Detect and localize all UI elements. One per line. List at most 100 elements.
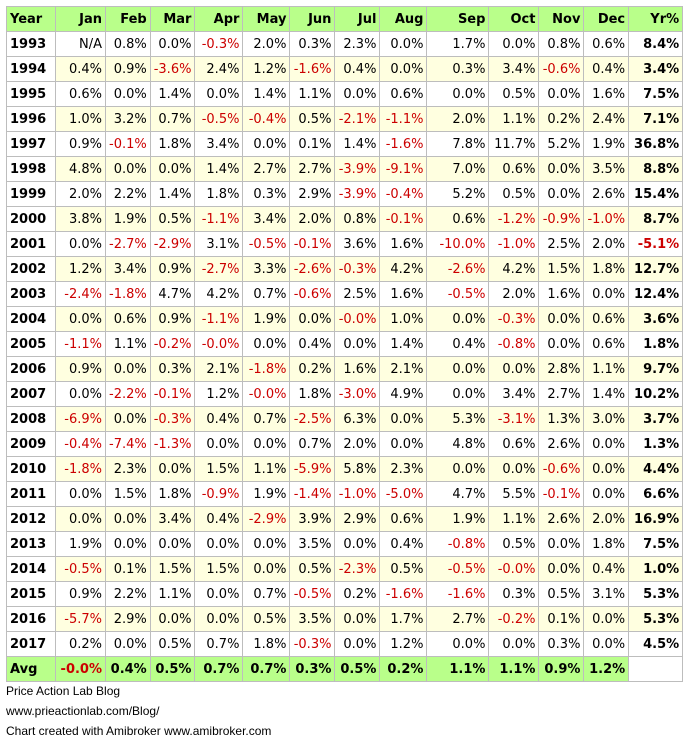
- year-cell: 2006: [6, 356, 56, 382]
- monthly-return-cell: -1.4%: [289, 481, 336, 507]
- monthly-return-cell: 0.9%: [149, 306, 196, 332]
- year-cell: 2001: [6, 231, 56, 257]
- monthly-return-cell: 0.0%: [538, 81, 585, 107]
- monthly-return-cell: -2.3%: [334, 556, 381, 582]
- average-cell: 0.4%: [105, 656, 151, 682]
- monthly-return-cell: 0.0%: [334, 331, 381, 357]
- monthly-returns-table: Year Jan Feb Mar Apr May Jun Jul Aug Sep Oct Nov Dec…: [6, 6, 684, 682]
- monthly-return-cell: 1.8%: [583, 531, 630, 557]
- monthly-return-cell: 2.0%: [289, 206, 336, 232]
- monthly-return-cell: 0.7%: [289, 431, 336, 457]
- monthly-return-cell: 1.3%: [538, 406, 585, 432]
- monthly-return-cell: 0.0%: [105, 356, 151, 382]
- monthly-return-cell: 3.6%: [334, 231, 381, 257]
- year-cell: 2003: [6, 281, 56, 307]
- monthly-return-cell: -1.6%: [379, 581, 428, 607]
- monthly-return-cell: -0.6%: [538, 56, 585, 82]
- year-cell: 1995: [6, 81, 56, 107]
- average-cell: 0.2%: [379, 656, 428, 682]
- monthly-return-cell: 2.0%: [583, 506, 630, 532]
- monthly-return-cell: 0.0%: [105, 631, 151, 657]
- monthly-return-cell: 0.7%: [242, 581, 291, 607]
- monthly-return-cell: 1.4%: [379, 331, 428, 357]
- monthly-return-cell: -5.9%: [289, 456, 336, 482]
- column-header-jan: Jan: [55, 6, 106, 32]
- monthly-return-cell: 1.9%: [426, 506, 490, 532]
- monthly-return-cell: 0.3%: [488, 581, 540, 607]
- header-row: Year Jan Feb Mar Apr May Jun Jul Aug Sep Oct Nov Dec…: [6, 6, 684, 32]
- monthly-return-cell: -5.0%: [379, 481, 428, 507]
- monthly-return-cell: 1.8%: [149, 131, 196, 157]
- monthly-return-cell: -3.0%: [334, 381, 381, 407]
- monthly-return-cell: 7.0%: [426, 156, 490, 182]
- monthly-return-cell: -0.4%: [55, 431, 106, 457]
- monthly-return-cell: 0.7%: [242, 281, 291, 307]
- yearly-return-cell: 10.2%: [628, 381, 684, 407]
- column-header-nov: Nov: [538, 6, 585, 32]
- average-cell: 0.5%: [149, 656, 196, 682]
- monthly-return-cell: 0.0%: [583, 631, 630, 657]
- monthly-return-cell: 0.0%: [242, 431, 291, 457]
- monthly-return-cell: 0.0%: [105, 156, 151, 182]
- monthly-return-cell: 2.9%: [334, 506, 381, 532]
- monthly-return-cell: -2.9%: [242, 506, 291, 532]
- year-cell: 2008: [6, 406, 56, 432]
- monthly-return-cell: 0.5%: [488, 531, 540, 557]
- monthly-return-cell: 0.1%: [105, 556, 151, 582]
- year-cell: 2012: [6, 506, 56, 532]
- column-header-yrpct: Yr%: [628, 6, 684, 32]
- monthly-return-cell: -2.5%: [289, 406, 336, 432]
- monthly-return-cell: 0.5%: [242, 606, 291, 632]
- column-header-year: Year: [6, 6, 56, 32]
- yearly-return-cell: 7.1%: [628, 106, 684, 132]
- monthly-return-cell: 1.5%: [538, 256, 585, 282]
- monthly-return-cell: 0.0%: [426, 306, 490, 332]
- monthly-return-cell: 0.6%: [583, 306, 630, 332]
- monthly-return-cell: 0.0%: [426, 381, 490, 407]
- monthly-return-cell: -0.6%: [538, 456, 585, 482]
- monthly-return-cell: 0.0%: [289, 306, 336, 332]
- monthly-return-cell: 1.5%: [105, 481, 151, 507]
- monthly-return-cell: 3.1%: [583, 581, 630, 607]
- monthly-return-cell: 1.6%: [538, 281, 585, 307]
- monthly-return-cell: 0.9%: [55, 131, 106, 157]
- column-header-apr: Apr: [194, 6, 244, 32]
- monthly-return-cell: 0.0%: [583, 456, 630, 482]
- monthly-return-cell: 0.0%: [538, 181, 585, 207]
- monthly-return-cell: 2.1%: [194, 356, 244, 382]
- monthly-return-cell: 0.0%: [538, 331, 585, 357]
- monthly-return-cell: -1.0%: [334, 481, 381, 507]
- monthly-return-cell: 2.2%: [105, 181, 151, 207]
- monthly-return-cell: -0.5%: [55, 556, 106, 582]
- monthly-return-cell: 0.7%: [242, 406, 291, 432]
- monthly-return-cell: 0.5%: [289, 556, 336, 582]
- monthly-return-cell: -2.1%: [334, 106, 381, 132]
- monthly-return-cell: 0.5%: [149, 631, 196, 657]
- monthly-return-cell: 1.5%: [149, 556, 196, 582]
- monthly-return-cell: 1.2%: [55, 256, 106, 282]
- monthly-return-cell: 3.4%: [488, 56, 540, 82]
- yearly-return-cell: 16.9%: [628, 506, 684, 532]
- monthly-return-cell: -1.0%: [583, 206, 630, 232]
- monthly-return-cell: 0.3%: [289, 31, 336, 57]
- monthly-return-cell: 2.6%: [583, 181, 630, 207]
- table-row: 1997 0.9% -0.1% 1.8% 3.4% 0.0% 0.1% 1.4% -1.6% 7.…: [6, 131, 684, 157]
- monthly-return-cell: 2.3%: [379, 456, 428, 482]
- year-cell: 1999: [6, 181, 56, 207]
- table-row: 2000 3.8% 1.9% 0.5% -1.1% 3.4% 2.0% 0.8% -0.1% 0.…: [6, 206, 684, 232]
- monthly-return-cell: 0.4%: [289, 331, 336, 357]
- monthly-return-cell: -3.1%: [488, 406, 540, 432]
- monthly-return-cell: -1.8%: [105, 281, 151, 307]
- monthly-return-cell: 0.0%: [488, 631, 540, 657]
- monthly-return-cell: 0.0%: [55, 481, 106, 507]
- monthly-return-cell: -1.1%: [55, 331, 106, 357]
- monthly-return-cell: 0.0%: [379, 31, 428, 57]
- monthly-return-cell: 0.0%: [105, 506, 151, 532]
- monthly-return-cell: 2.4%: [194, 56, 244, 82]
- monthly-return-cell: 0.0%: [149, 606, 196, 632]
- monthly-return-cell: -0.3%: [289, 631, 336, 657]
- monthly-return-cell: 0.0%: [538, 556, 585, 582]
- average-cell: -0.0%: [55, 656, 106, 682]
- monthly-return-cell: -0.1%: [289, 231, 336, 257]
- monthly-return-cell: 2.0%: [426, 106, 490, 132]
